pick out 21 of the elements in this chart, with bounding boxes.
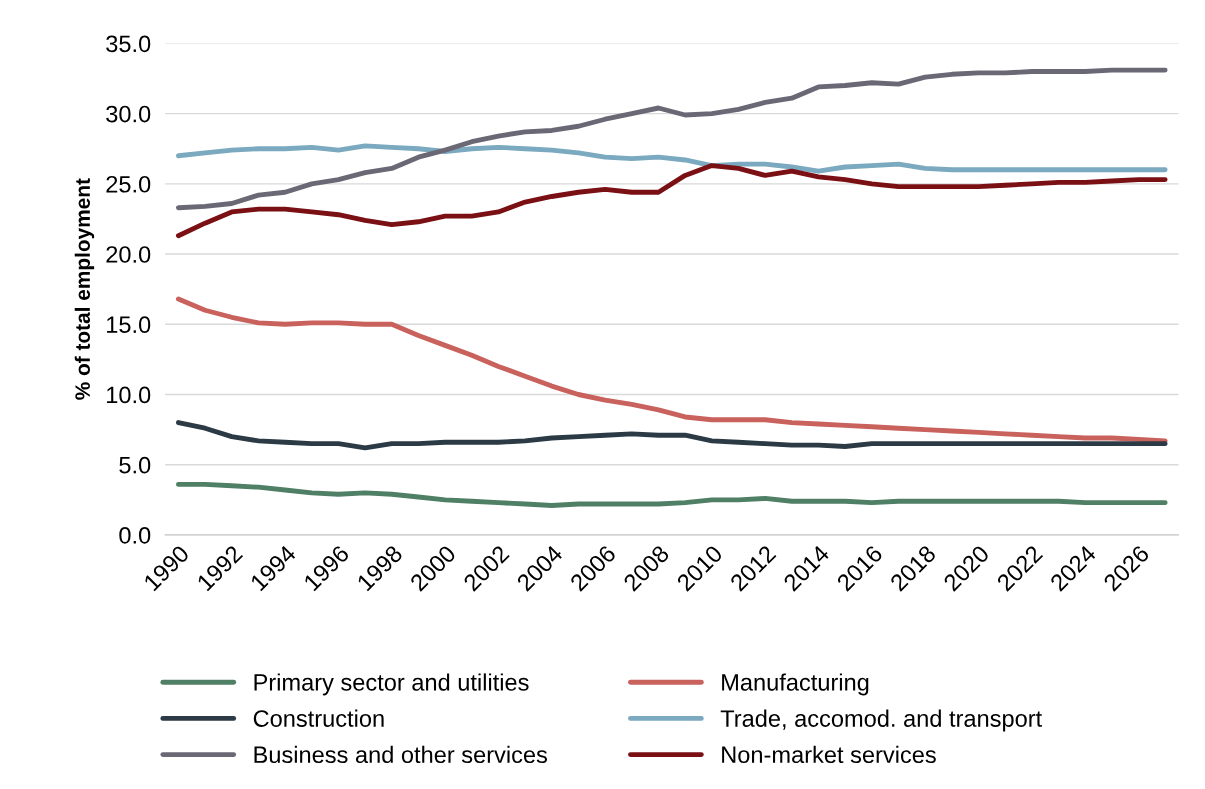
line-series [175, 143, 1168, 174]
line-series [175, 296, 1168, 444]
y-tick-label: 5.0 [119, 456, 151, 474]
y-tick-label: 25.0 [106, 175, 151, 193]
line-series [175, 481, 1168, 508]
y-tick-label: 30.0 [106, 105, 151, 123]
line-series [175, 163, 1168, 239]
legend-label: Manufacturing [722, 673, 869, 696]
y-axis-title: % of total employment [74, 178, 95, 400]
y-tick-label: 15.0 [107, 316, 151, 334]
y-tick-label: 10.0 [107, 386, 151, 404]
legend-label: Trade, accomod. and transport [720, 709, 1042, 732]
legend-label: Primary sector and utilities [254, 673, 529, 696]
legend-label: Business and other services [254, 745, 548, 764]
y-tick-label: 0.0 [119, 527, 151, 544]
legend-label: Non-market services [722, 745, 936, 764]
line-series [175, 67, 1168, 211]
y-tick-label: 35.0 [106, 35, 151, 53]
legend-label: Construction [253, 709, 384, 727]
line-series [175, 420, 1168, 451]
y-tick-label: 20.0 [106, 246, 151, 263]
